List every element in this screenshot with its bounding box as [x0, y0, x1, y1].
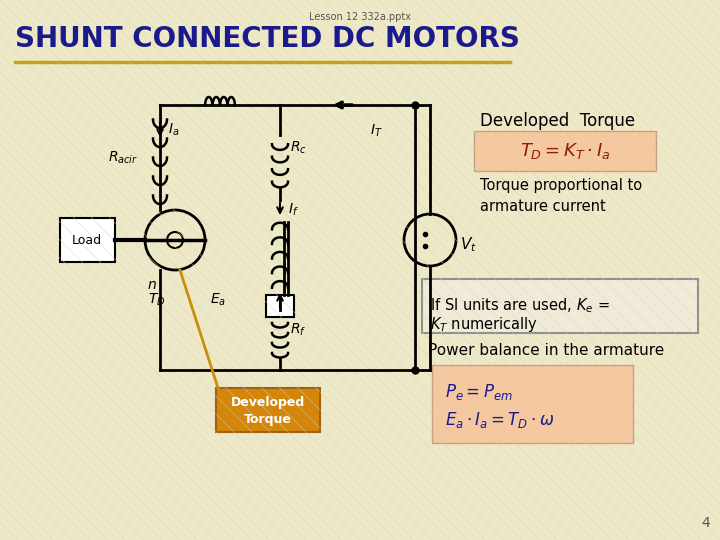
FancyBboxPatch shape — [432, 365, 633, 443]
FancyBboxPatch shape — [422, 279, 698, 333]
Text: $E_a \cdot I_a = T_D \cdot \omega$: $E_a \cdot I_a = T_D \cdot \omega$ — [445, 410, 554, 430]
Text: $P_e = P_{em}$: $P_e = P_{em}$ — [445, 382, 513, 402]
Text: $R_f$: $R_f$ — [290, 322, 306, 338]
Text: $I_T$: $I_T$ — [370, 123, 383, 139]
Text: $R_{acir}$: $R_{acir}$ — [108, 149, 138, 166]
Text: Torque proportional to
armature current: Torque proportional to armature current — [480, 178, 642, 214]
Text: $K_T$ numerically: $K_T$ numerically — [430, 315, 538, 334]
Bar — [266, 295, 294, 317]
Text: Power balance in the armature: Power balance in the armature — [428, 343, 665, 358]
FancyBboxPatch shape — [216, 388, 320, 432]
Text: 4: 4 — [701, 516, 710, 530]
Text: $V_t$: $V_t$ — [460, 235, 477, 254]
FancyBboxPatch shape — [474, 131, 656, 171]
Text: If SI units are used, $K_e$ =: If SI units are used, $K_e$ = — [430, 296, 610, 315]
Text: Load: Load — [72, 233, 102, 246]
Text: Developed
Torque: Developed Torque — [231, 396, 305, 426]
Text: Lesson 12 332a.pptx: Lesson 12 332a.pptx — [309, 12, 411, 22]
Text: $I_f$: $I_f$ — [288, 202, 299, 218]
Text: Developed  Torque: Developed Torque — [480, 112, 635, 130]
Text: $T_D = K_T \cdot I_a$: $T_D = K_T \cdot I_a$ — [520, 141, 610, 161]
Text: n: n — [148, 278, 157, 292]
Text: SHUNT CONNECTED DC MOTORS: SHUNT CONNECTED DC MOTORS — [15, 25, 520, 53]
Bar — [60, 218, 115, 262]
Text: $R_c$: $R_c$ — [290, 140, 307, 156]
Text: $I_a$: $I_a$ — [168, 122, 179, 138]
Text: $E_a$: $E_a$ — [210, 292, 226, 308]
Text: $T_D$: $T_D$ — [148, 292, 166, 308]
